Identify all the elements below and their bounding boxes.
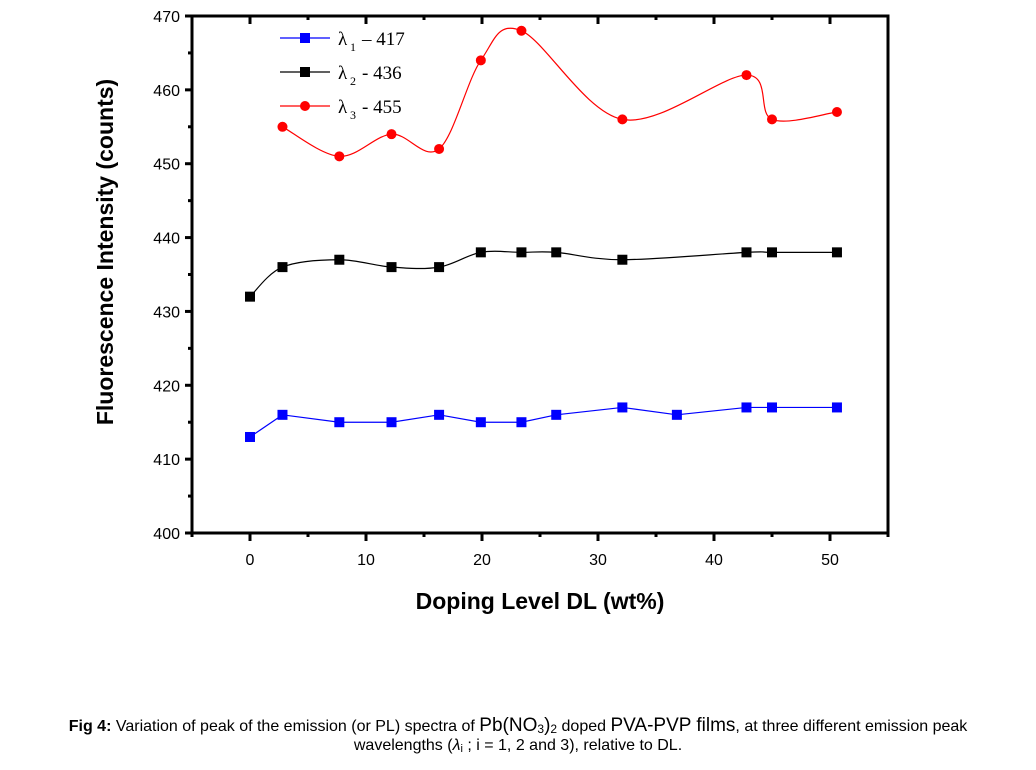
legend-symbol: λ xyxy=(338,97,348,118)
x-tick-label: 0 xyxy=(246,552,255,569)
data-point-1 xyxy=(767,402,777,413)
plot-frame xyxy=(190,14,890,535)
x-tick-label: 30 xyxy=(589,552,607,569)
formula-sub: 3 xyxy=(537,722,545,736)
data-point-1 xyxy=(617,402,628,413)
data-point-2 xyxy=(475,247,486,258)
data-point-2 xyxy=(516,247,527,258)
legend-label: - 436 xyxy=(362,63,402,84)
y-tick-label: 400 xyxy=(153,526,180,543)
y-tick-label: 440 xyxy=(153,231,180,248)
data-point-2 xyxy=(741,247,752,258)
legend-subscript: 2 xyxy=(350,74,356,88)
data-point-2 xyxy=(831,247,842,258)
y-tick-label: 460 xyxy=(153,83,180,100)
data-point-2 xyxy=(434,262,445,273)
x-tick-label: 10 xyxy=(357,552,375,569)
data-point-3 xyxy=(334,151,345,162)
plot-markers xyxy=(245,25,842,442)
figure-caption: Fig 4: Variation of peak of the emission… xyxy=(0,716,1036,755)
data-point-2 xyxy=(551,247,562,258)
data-point-1 xyxy=(386,417,397,428)
data-point-1 xyxy=(551,409,562,420)
data-point-3 xyxy=(516,25,527,36)
data-point-3 xyxy=(767,114,777,125)
x-tick-label: 20 xyxy=(473,552,491,569)
legend-marker xyxy=(300,33,310,43)
caption-line2-b: ; i = 1, 2 and 3), relative to DL. xyxy=(462,737,683,754)
x-tick-label: 40 xyxy=(705,552,723,569)
caption-text-2: doped xyxy=(557,718,611,735)
formula-sub: 2 xyxy=(550,722,558,736)
legend-symbol: λ xyxy=(338,63,348,84)
y-tick-label: 470 xyxy=(153,9,180,26)
caption-text-1: Variation of peak of the emission (or PL… xyxy=(111,718,480,735)
formula-part: ) xyxy=(544,715,551,736)
y-tick-label: 450 xyxy=(153,157,180,174)
data-point-3 xyxy=(434,143,445,154)
y-tick-label: 410 xyxy=(153,452,180,469)
caption-films: PVA-PVP films xyxy=(610,715,736,736)
series-line-3 xyxy=(282,27,838,157)
data-point-1 xyxy=(245,431,255,442)
data-point-3 xyxy=(617,114,628,125)
data-point-2 xyxy=(767,247,777,258)
x-axis-title: Doping Level DL (wt%) xyxy=(416,588,665,614)
legend-marker xyxy=(300,67,310,77)
legend-entry-1: λ 1 – 417 xyxy=(280,29,405,54)
plot-lines xyxy=(249,27,838,438)
legend-subscript: 1 xyxy=(350,40,356,54)
data-point-1 xyxy=(831,402,842,413)
axes: 400 410 420 430 440 450 460 470 0 10 20 30 40 50 xyxy=(153,9,890,569)
data-point-1 xyxy=(277,409,288,420)
data-point-1 xyxy=(434,409,445,420)
data-point-1 xyxy=(475,417,486,428)
data-point-3 xyxy=(277,121,288,132)
caption-lambda-sub: i xyxy=(460,743,463,755)
data-point-3 xyxy=(386,129,397,140)
legend-symbol: λ xyxy=(338,29,348,50)
legend-label: - 455 xyxy=(362,97,402,118)
caption-formula: Pb(NO3)2 xyxy=(479,715,557,736)
data-point-3 xyxy=(475,55,486,66)
data-point-1 xyxy=(516,417,527,428)
y-tick-label: 430 xyxy=(153,304,180,321)
caption-text-3: , at three different emission peak xyxy=(735,718,968,735)
data-point-3 xyxy=(831,107,842,118)
caption-lambda: λ xyxy=(452,737,461,754)
data-point-2 xyxy=(334,254,345,265)
data-point-2 xyxy=(386,262,397,273)
data-point-1 xyxy=(334,417,345,428)
legend-marker xyxy=(300,101,310,111)
data-point-3 xyxy=(741,70,752,81)
data-point-1 xyxy=(741,402,752,413)
formula-part: Pb(NO xyxy=(479,715,538,736)
x-tick-label: 50 xyxy=(821,552,839,569)
data-point-2 xyxy=(617,254,628,265)
data-point-2 xyxy=(277,262,288,273)
legend-label: – 417 xyxy=(361,29,405,50)
caption-line2-a: wavelengths ( xyxy=(353,737,453,754)
legend-subscript: 3 xyxy=(350,108,356,122)
data-point-1 xyxy=(671,409,682,420)
y-tick-label: 420 xyxy=(153,378,180,395)
caption-label: Fig 4: xyxy=(68,718,112,735)
y-axis-title: Fluorescence Intensity (counts) xyxy=(92,79,118,425)
data-point-2 xyxy=(245,291,255,302)
